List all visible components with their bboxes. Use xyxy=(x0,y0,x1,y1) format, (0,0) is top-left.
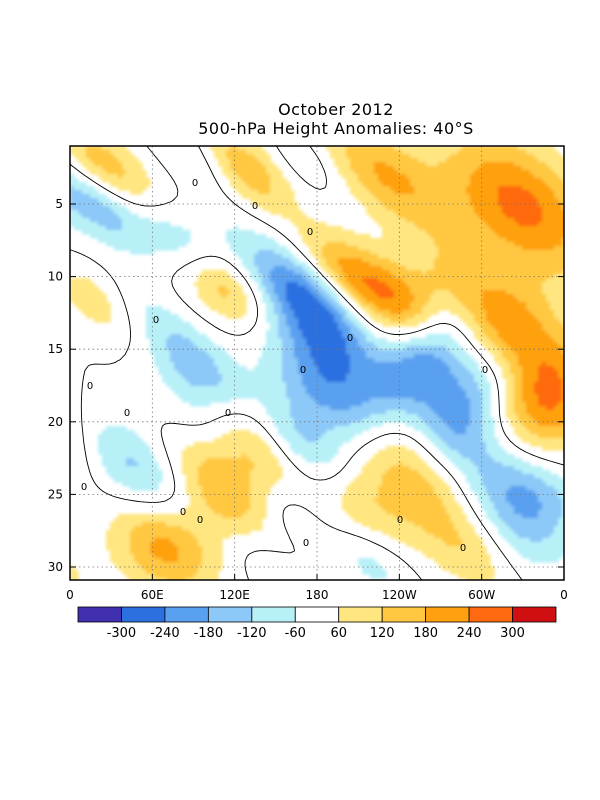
colorbar-label: 120 xyxy=(370,626,395,641)
zero-contour-line xyxy=(70,146,564,580)
x-axis: 0 60E 120E 180 120W 60W 0 xyxy=(66,574,568,602)
contour-label: 0 xyxy=(197,515,203,526)
x-tick-label: 60E xyxy=(141,588,164,602)
contour-label: 0 xyxy=(252,201,258,212)
contour-label: 0 xyxy=(225,408,231,419)
contour-label: 0 xyxy=(347,333,353,344)
contour-label: 0 xyxy=(397,515,403,526)
contour-label: 0 xyxy=(81,482,87,493)
colorbar-swatch xyxy=(77,606,122,623)
colorbar-label: 240 xyxy=(457,626,482,641)
y-tick-label: 25 xyxy=(48,487,63,501)
y-tick-label: 15 xyxy=(48,342,63,356)
colorbar-label: 300 xyxy=(500,626,525,641)
colorbar-swatch xyxy=(468,606,513,623)
colorbar-label: 180 xyxy=(413,626,438,641)
y-tick-label: 30 xyxy=(48,560,63,574)
x-tick-label: 60W xyxy=(468,588,495,602)
y-tick-label: 10 xyxy=(48,270,63,284)
colorbar-label: -300 xyxy=(107,626,137,641)
contour-label: 0 xyxy=(482,365,488,376)
y-tick-label: 20 xyxy=(48,415,63,429)
colorbar-swatch xyxy=(251,606,296,623)
contour-label: 0 xyxy=(180,507,186,518)
colorbar-label: 60 xyxy=(330,626,347,641)
contour-label: 0 xyxy=(153,315,159,326)
y-tick-label: 5 xyxy=(55,197,63,211)
colorbar-swatch xyxy=(294,606,340,623)
colorbar-label: -120 xyxy=(237,626,267,641)
anomaly-field xyxy=(70,146,564,580)
grid-lines xyxy=(70,146,564,580)
chart-title: October 2012 xyxy=(278,100,394,119)
y-axis: 5 10 15 20 25 30 xyxy=(48,197,564,574)
x-tick-label: 0 xyxy=(560,588,568,602)
x-tick-label: 120W xyxy=(382,588,417,602)
contour-label: 0 xyxy=(300,365,306,376)
colorbar-swatch xyxy=(207,606,253,623)
colorbar-label: -180 xyxy=(194,626,224,641)
colorbar-swatch xyxy=(121,606,166,623)
colorbar-label: -60 xyxy=(285,626,306,641)
x-tick-label: 180 xyxy=(306,588,329,602)
colorbar-swatch xyxy=(425,606,470,623)
colorbar-swatch xyxy=(338,606,383,623)
x-tick-label: 120E xyxy=(219,588,250,602)
contour-label: 0 xyxy=(124,408,130,419)
colorbar-swatch xyxy=(164,606,209,623)
contour-label: 0 xyxy=(192,178,198,189)
contour-label: 0 xyxy=(87,381,93,392)
colorbar-swatch xyxy=(381,606,427,623)
colorbar: -300 -240 -180 -120 -60 60 120 180 240 300 xyxy=(77,606,557,641)
contour-label: 0 xyxy=(307,227,313,238)
contour-label: 0 xyxy=(303,538,309,549)
x-tick-label: 0 xyxy=(66,588,74,602)
chart-subtitle: 500-hPa Height Anomalies: 40°S xyxy=(198,119,474,138)
colorbar-swatch xyxy=(512,606,557,623)
colorbar-label: -240 xyxy=(150,626,180,641)
contour-label: 0 xyxy=(460,543,466,554)
